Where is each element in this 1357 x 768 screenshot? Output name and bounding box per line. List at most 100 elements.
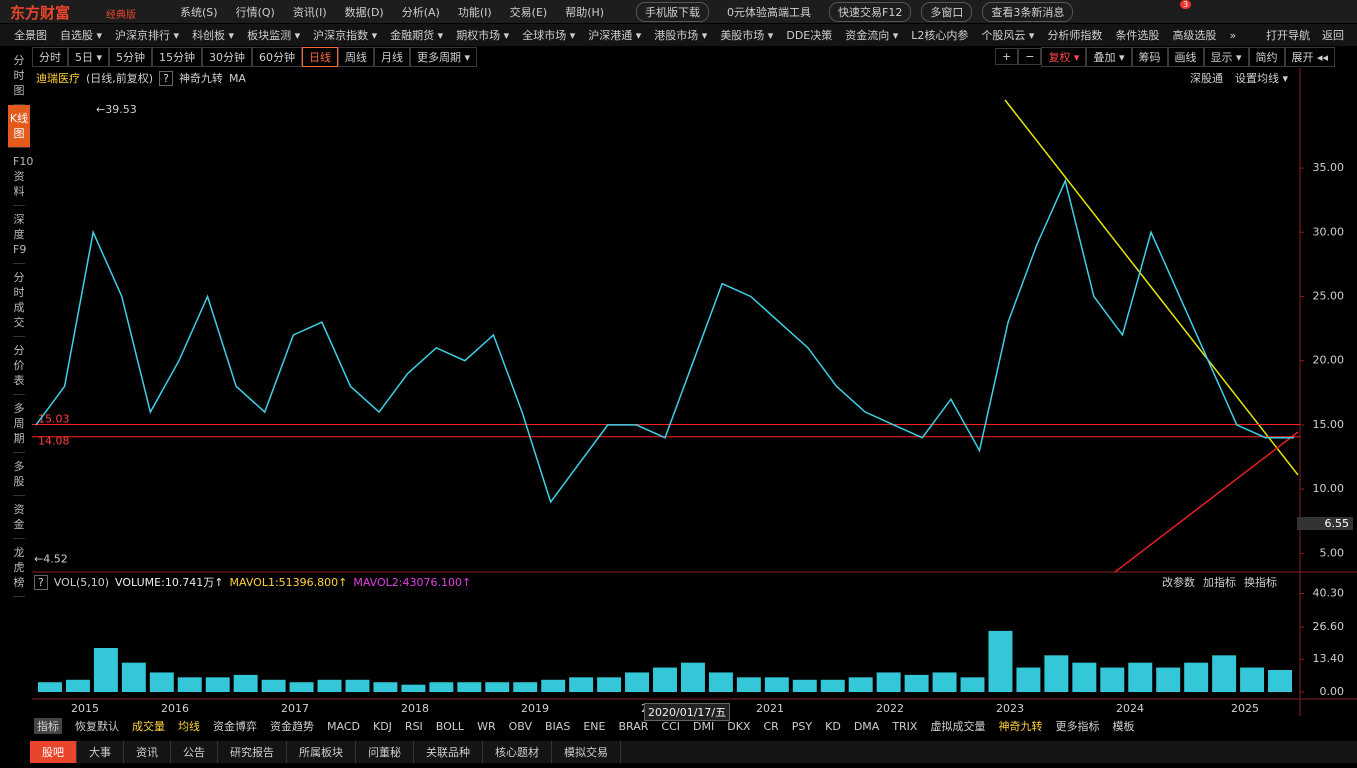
indicator-tab[interactable]: 模板 xyxy=(1112,720,1135,733)
nav-item[interactable]: 沪深京排行 ▾ xyxy=(115,29,180,42)
bottom-tab[interactable]: 核心题材 xyxy=(483,741,552,763)
indicator-tab[interactable]: 指标 xyxy=(34,718,62,734)
indicator-tab[interactable]: ENE xyxy=(583,719,606,733)
indicator[interactable]: 神奇九转 xyxy=(178,72,223,85)
help[interactable]: ? xyxy=(34,574,48,590)
nav-item[interactable]: 个股风云 ▾ xyxy=(981,29,1035,42)
indicator-tab[interactable]: TRIX xyxy=(892,719,918,733)
period[interactable]: 15分钟 xyxy=(152,46,203,67)
menu-item[interactable]: 行情(Q) xyxy=(235,5,275,19)
nav-item[interactable]: 自选股 ▾ xyxy=(60,29,103,42)
nav-item[interactable]: 港股市场 ▾ xyxy=(654,29,708,42)
nav-item[interactable]: 分析师指数 xyxy=(1047,29,1103,42)
bottom-tab[interactable]: 资讯 xyxy=(124,741,171,763)
side-tab[interactable]: 多周期 xyxy=(13,395,25,453)
side-tab[interactable]: 深度F9 xyxy=(13,206,26,264)
bottom-tab[interactable]: 所属板块 xyxy=(287,741,356,763)
bottom-tab[interactable]: 股吧 xyxy=(30,741,77,763)
nav-item[interactable]: 科创板 ▾ xyxy=(192,29,235,42)
nav-item[interactable]: DDE决策 xyxy=(786,29,833,42)
nav-item[interactable]: » xyxy=(1229,28,1237,42)
indicator-tab[interactable]: 神奇九转 xyxy=(998,720,1043,733)
side-tab[interactable]: 多股 xyxy=(13,453,25,496)
indicator-tab[interactable]: DMA xyxy=(853,719,880,733)
nav-item[interactable]: 资金流向 ▾ xyxy=(845,29,899,42)
nav-item[interactable]: 返回 xyxy=(1322,29,1344,42)
button[interactable]: 查看3条新消息 xyxy=(982,1,1074,22)
nav-item[interactable]: L2核心内参 xyxy=(911,29,969,42)
button[interactable]: 多窗口 xyxy=(921,1,973,22)
side-tab[interactable]: 分价表 xyxy=(13,337,25,395)
indicator-tab[interactable]: 虚拟成交量 xyxy=(930,720,986,733)
link[interactable]: 设置均线 ▾ xyxy=(1235,72,1289,85)
menu-item[interactable]: 资讯(I) xyxy=(292,5,327,19)
period[interactable]: 5分钟 xyxy=(109,46,153,67)
indicator-tab[interactable]: DMI xyxy=(693,719,715,733)
menu-item[interactable]: 交易(E) xyxy=(509,5,548,19)
period[interactable]: 更多周期 ▾ xyxy=(410,46,478,67)
menu-item[interactable]: 分析(A) xyxy=(401,5,440,19)
indicator-tab[interactable]: PSY xyxy=(791,719,813,733)
nav-item[interactable]: 沪深港通 ▾ xyxy=(588,29,642,42)
indicator-tab[interactable]: 成交量 xyxy=(132,720,165,733)
side-tab[interactable]: K线图 xyxy=(8,105,30,148)
nav-item[interactable]: 高级选股 xyxy=(1172,29,1217,42)
period[interactable]: 分时 xyxy=(32,46,68,67)
tool[interactable]: − xyxy=(1018,48,1042,65)
indicator-tab[interactable]: BRAR xyxy=(618,719,649,733)
button[interactable]: 手机版下载 xyxy=(636,1,709,22)
bottom-tab[interactable]: 模拟交易 xyxy=(552,741,621,763)
side-tab[interactable]: 资金 xyxy=(13,496,25,539)
indicator-tab[interactable]: CR xyxy=(763,719,779,733)
stock-name[interactable]: 迪瑞医疗 xyxy=(36,72,80,85)
side-tab[interactable]: 分时图 xyxy=(13,47,25,105)
indicator-tab[interactable]: KD xyxy=(825,719,841,733)
indicator-tab[interactable]: CCI xyxy=(661,719,680,733)
indicator-tab[interactable]: MACD xyxy=(327,719,360,733)
period[interactable]: 月线 xyxy=(374,46,411,67)
indicator-tab[interactable]: 更多指标 xyxy=(1055,720,1100,733)
nav-item[interactable]: 打开导航 xyxy=(1266,29,1310,42)
tool[interactable]: 叠加 ▾ xyxy=(1086,46,1132,67)
nav-item[interactable]: 沪深京指数 ▾ xyxy=(313,29,378,42)
side-tab[interactable]: 龙虎榜 xyxy=(13,539,25,597)
nav-item[interactable]: 条件选股 xyxy=(1115,29,1160,42)
nav-item[interactable]: 全景图 xyxy=(14,29,47,42)
link[interactable]: 改参数 xyxy=(1162,576,1195,589)
nav-item[interactable]: 金融期货 ▾ xyxy=(390,29,444,42)
nav-item[interactable]: 板块监测 ▾ xyxy=(247,29,301,42)
link[interactable]: 换指标 xyxy=(1244,576,1277,589)
tool[interactable]: + xyxy=(995,48,1019,65)
menu-item[interactable]: 数据(D) xyxy=(344,5,384,19)
tool[interactable]: 筹码 xyxy=(1131,46,1168,67)
tool[interactable]: 简约 xyxy=(1248,46,1285,67)
menu-item[interactable]: 系统(S) xyxy=(180,5,218,19)
help[interactable]: ? xyxy=(159,70,173,86)
indicator[interactable]: MA xyxy=(228,71,246,85)
bottom-tab[interactable]: 问董秘 xyxy=(356,741,414,763)
side-tab[interactable]: F10资料 xyxy=(13,148,33,206)
indicator-tab[interactable]: WR xyxy=(477,719,496,733)
indicator-tab[interactable]: 均线 xyxy=(178,720,200,733)
indicator-tab[interactable]: 资金趋势 xyxy=(270,720,314,733)
period[interactable]: 周线 xyxy=(338,46,375,67)
period[interactable]: 30分钟 xyxy=(202,46,253,67)
indicator-tab[interactable]: OBV xyxy=(508,719,533,733)
period[interactable]: 日线 xyxy=(302,46,339,67)
link[interactable]: 深股通 xyxy=(1190,72,1223,85)
side-tab[interactable]: 分时成交 xyxy=(13,264,25,337)
bottom-tab[interactable]: 研究报告 xyxy=(218,741,287,763)
menu-item[interactable]: 帮助(H) xyxy=(565,5,605,19)
menu-item[interactable]: 功能(I) xyxy=(457,5,492,19)
indicator-tab[interactable]: DKX xyxy=(727,719,751,733)
nav-item[interactable]: 美股市场 ▾ xyxy=(720,29,774,42)
link[interactable]: 加指标 xyxy=(1203,576,1236,589)
indicator-tab[interactable]: KDJ xyxy=(372,719,392,733)
nav-item[interactable]: 全球市场 ▾ xyxy=(522,29,576,42)
button[interactable]: 0元体验高端工具 xyxy=(727,5,811,19)
nav-item[interactable]: 期权市场 ▾ xyxy=(456,29,510,42)
indicator-tab[interactable]: 资金博弈 xyxy=(213,720,257,733)
indicator-tab[interactable]: RSI xyxy=(404,719,423,733)
tool[interactable]: 复权 ▾ xyxy=(1041,46,1087,67)
bottom-tab[interactable]: 公告 xyxy=(171,741,218,763)
